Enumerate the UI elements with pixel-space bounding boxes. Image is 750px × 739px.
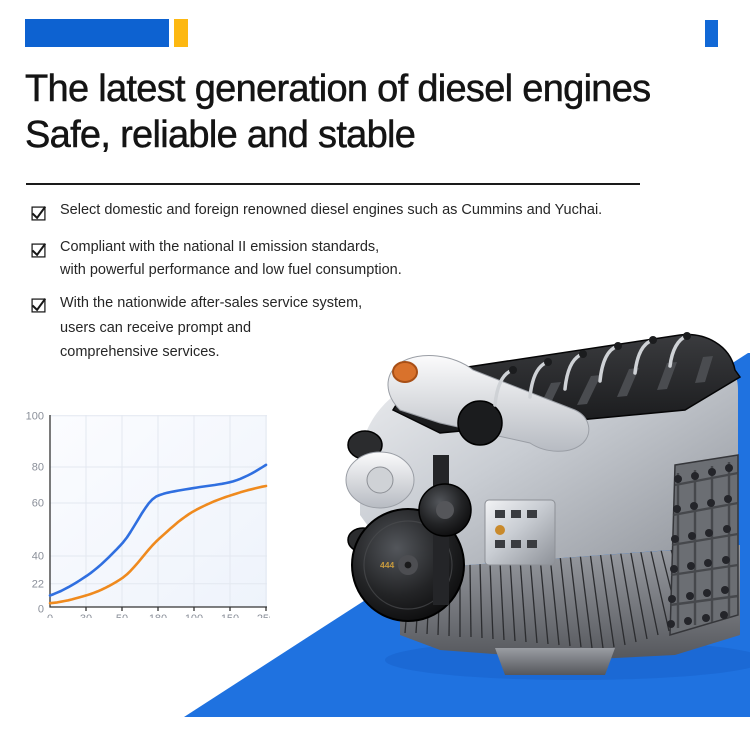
svg-text:444: 444: [380, 560, 394, 570]
